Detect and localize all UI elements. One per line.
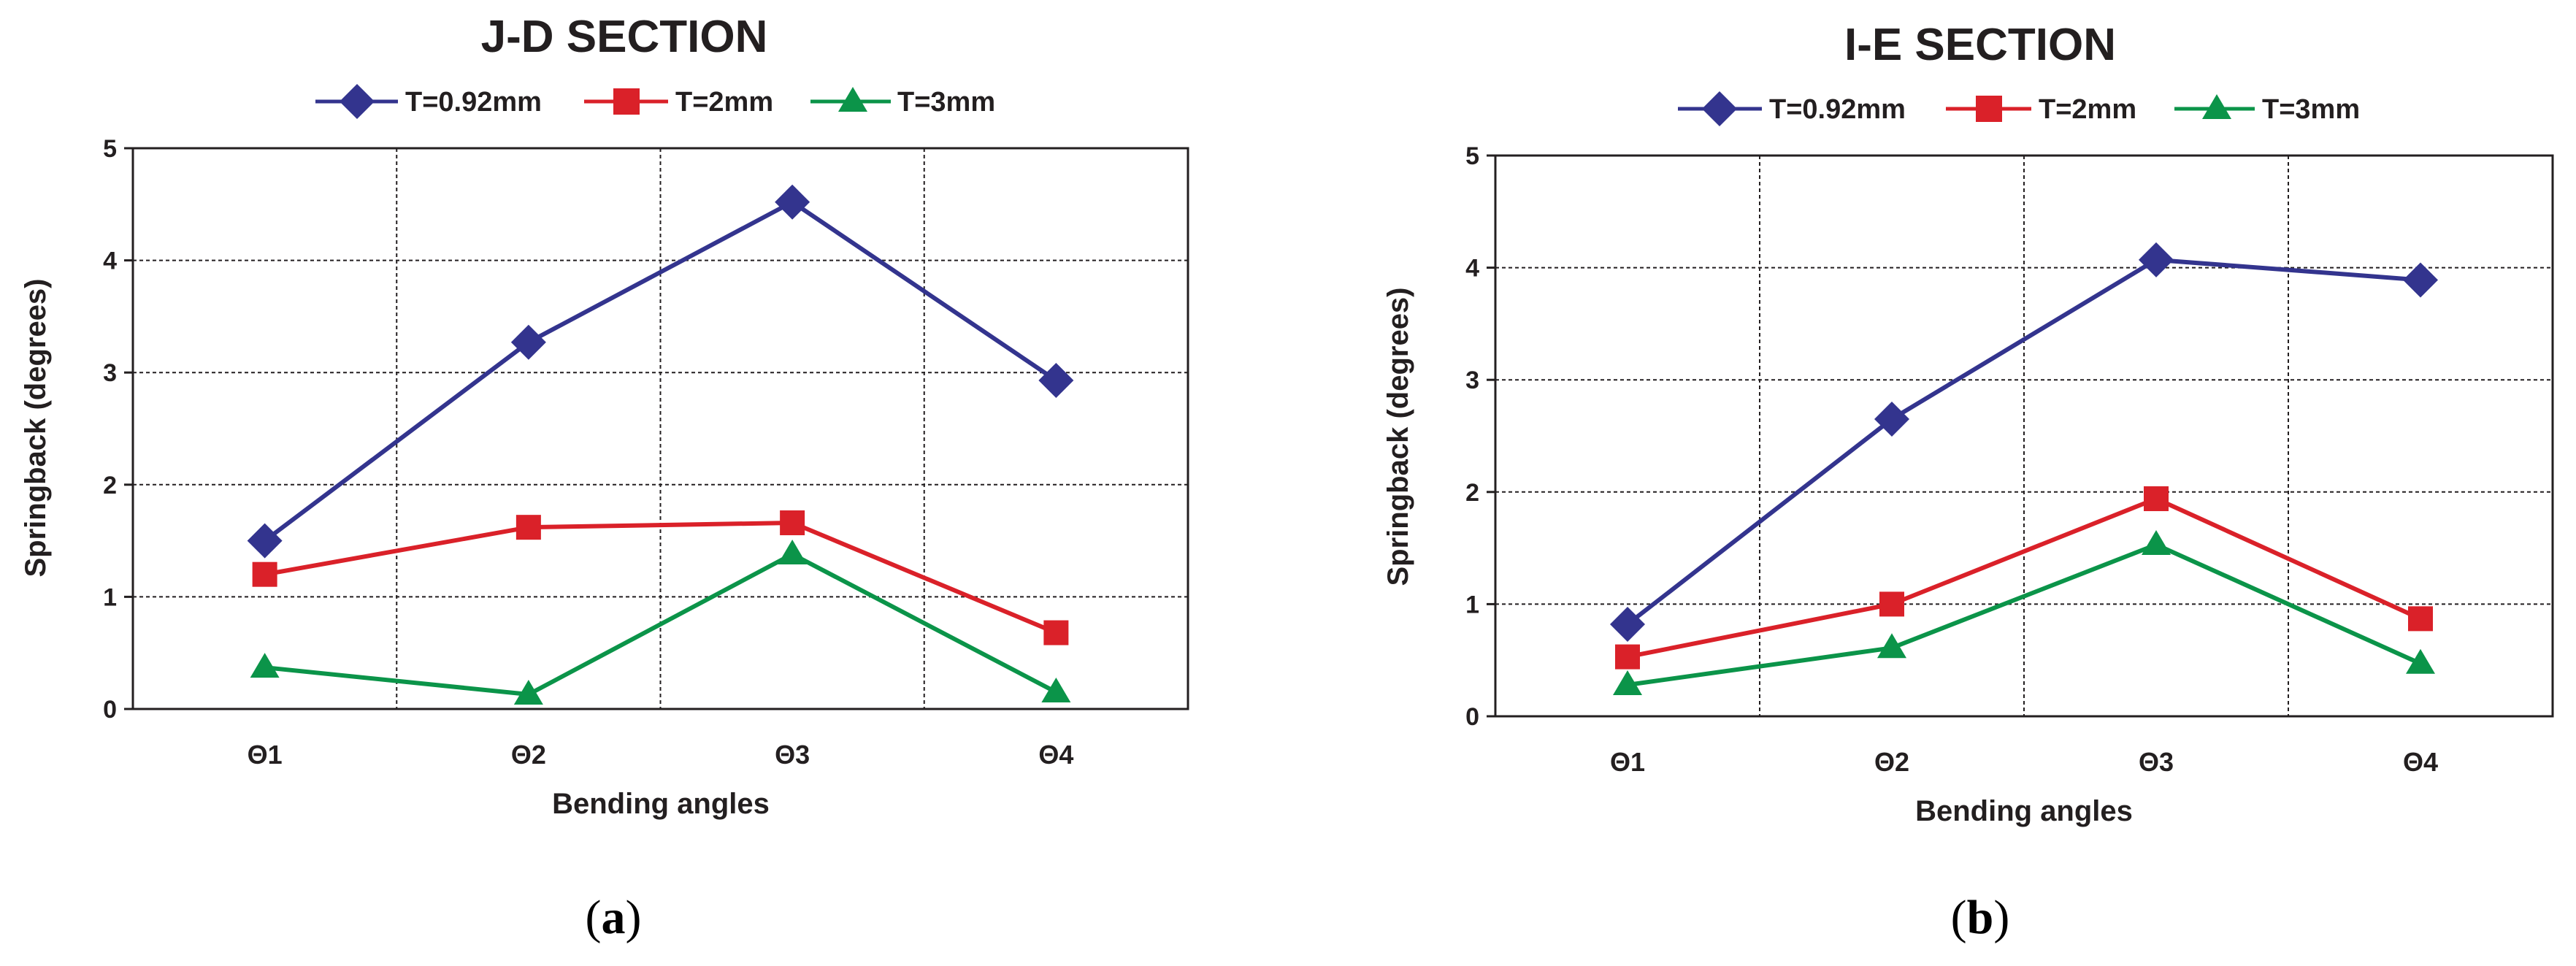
data-point-diamond [2139, 242, 2174, 277]
y-axis-label: Springback (degrees) [1382, 287, 1414, 586]
data-point-diamond [1038, 362, 1074, 398]
data-point-diamond [247, 523, 283, 559]
data-point-triangle [2142, 529, 2171, 555]
data-point-triangle [1877, 633, 1906, 659]
legend-item-series-2: T=3mm [2174, 94, 2360, 125]
series-line-0 [1626, 257, 2421, 626]
y-tick-label: 1 [1465, 591, 1479, 618]
x-tick-label: Θ1 [1610, 747, 1645, 777]
series-line-0 [263, 199, 1058, 543]
data-point-diamond [2403, 262, 2438, 298]
y-tick-label: 0 [1465, 703, 1479, 731]
x-tick-label: Θ2 [511, 740, 546, 770]
series-line-2 [1627, 542, 2422, 687]
data-point-triangle [778, 540, 808, 565]
panel-label: (b) [1951, 891, 2010, 944]
data-point-diamond [775, 184, 810, 220]
chart-panel-a: J-D SECTION T=0.92mm T=2mm T=3mm 0 1 2 3 4 5 Θ… [20, 12, 1189, 944]
series-line-1 [1627, 497, 2422, 659]
x-tick-label: Θ3 [2139, 747, 2174, 777]
y-tick-label: 2 [1465, 479, 1479, 507]
chart-panel-b: I-E SECTION T=0.92mm T=2mm T=3mm 0 1 2 3 4 5 Θ… [1382, 20, 2554, 944]
y-tick-label: 3 [103, 359, 117, 387]
x-tick-label: Θ1 [248, 740, 283, 770]
y-tick-label: 5 [103, 135, 117, 163]
data-point-square [2408, 606, 2433, 632]
legend-item-series-2: T=3mm [810, 87, 995, 118]
series-line-1 [264, 521, 1057, 635]
y-tick-label: 3 [1465, 367, 1479, 394]
legend-item-series-0: T=0.92mm [1678, 91, 1906, 127]
x-tick-label: Θ3 [775, 740, 810, 770]
x-axis-label: Bending angles [552, 788, 770, 820]
series-line-2 [264, 552, 1057, 697]
legend-label: T=2mm [2039, 94, 2136, 125]
x-tick-label: Θ4 [1038, 740, 1073, 770]
x-axis-label: Bending angles [1915, 795, 2133, 827]
legend-item-series-0: T=0.92mm [315, 83, 542, 120]
legend: T=0.92mm T=2mm T=3mm [315, 83, 995, 120]
data-point-square [1043, 620, 1069, 645]
legend-label: T=0.92mm [1769, 94, 1906, 125]
legend-label: T=2mm [675, 87, 773, 118]
data-point-triangle [1041, 677, 1071, 702]
data-point-square [252, 561, 277, 587]
x-tick-label: Θ4 [2403, 747, 2438, 777]
y-tick-label: 2 [103, 472, 117, 499]
y-tick-label: 5 [1465, 142, 1479, 170]
data-point-square [515, 515, 541, 540]
legend-label: T=0.92mm [405, 87, 542, 118]
plot-area: 0 1 2 3 4 5 Θ1 Θ2 Θ3 Θ4 [103, 135, 1189, 770]
legend-item-series-1: T=2mm [584, 87, 773, 118]
plot-frame [1494, 154, 2554, 718]
data-point-triangle [513, 680, 543, 705]
plot-area: 0 1 2 3 4 5 Θ1 Θ2 Θ3 Θ4 [1465, 142, 2554, 777]
chart-title: J-D SECTION [481, 12, 768, 62]
data-point-diamond [1610, 607, 1645, 643]
y-tick-label: 1 [103, 583, 117, 611]
data-point-square [2144, 486, 2169, 512]
plot-frame [131, 147, 1189, 710]
data-point-square [1615, 644, 1640, 670]
data-point-square [1879, 591, 1904, 617]
data-point-triangle [2406, 648, 2435, 674]
data-point-triangle [250, 653, 280, 678]
y-tick-label: 4 [1465, 255, 1479, 283]
data-point-diamond [510, 324, 546, 360]
legend-label: T=3mm [2262, 94, 2360, 125]
legend: T=0.92mm T=2mm T=3mm [1678, 91, 2360, 127]
y-tick-label: 0 [103, 696, 117, 724]
panel-label: (a) [586, 891, 642, 944]
y-tick-label: 4 [103, 248, 117, 275]
data-point-diamond [1874, 401, 1909, 437]
chart-title: I-E SECTION [1844, 20, 2116, 70]
x-tick-label: Θ2 [1874, 747, 1909, 777]
legend-label: T=3mm [897, 87, 995, 118]
data-point-square [780, 510, 805, 536]
legend-item-series-1: T=2mm [1946, 94, 2136, 125]
data-point-triangle [1613, 670, 1642, 695]
y-axis-label: Springback (degrees) [20, 278, 52, 577]
